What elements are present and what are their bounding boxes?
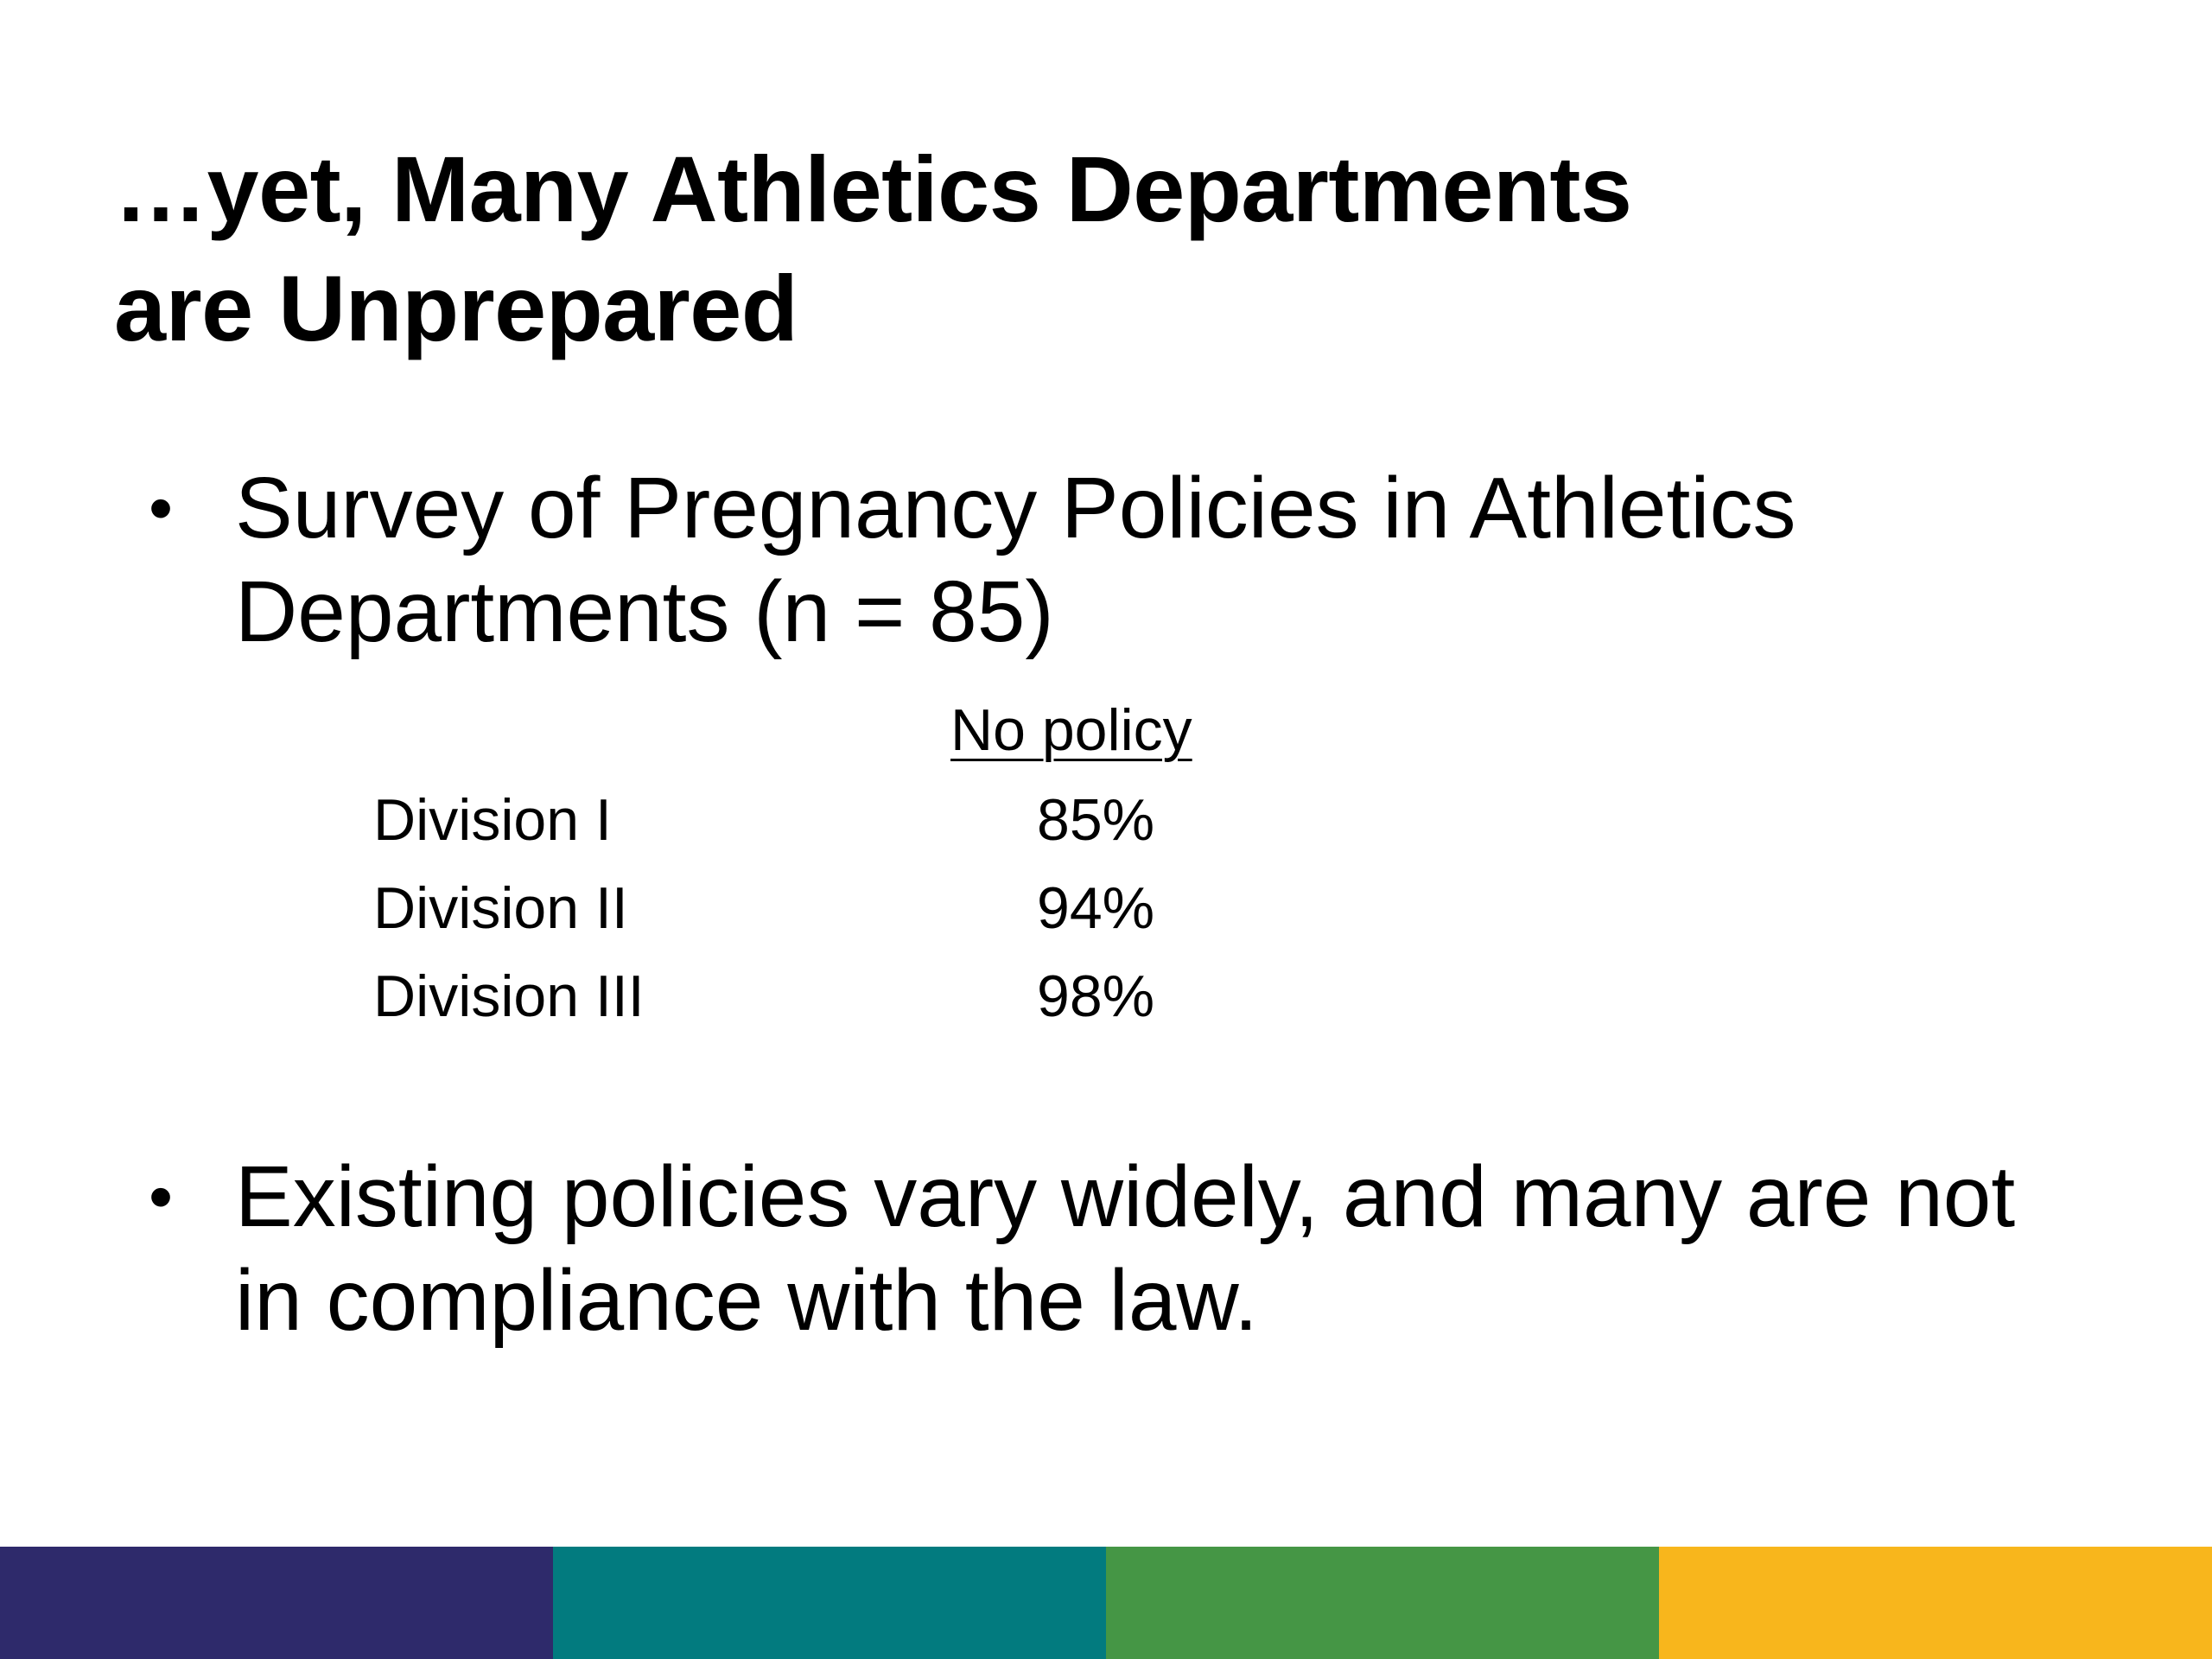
bullet-text-line-2: in compliance with the law. — [235, 1252, 1258, 1349]
table-row-value: 85% — [1037, 787, 1155, 853]
slide-title: …yet, Many Athletics Departments are Unp… — [114, 130, 2101, 368]
bullet-dot-icon: • — [149, 469, 174, 546]
footer-bar-segment-gold — [1659, 1547, 2212, 1659]
slide-title-line-2: are Unprepared — [114, 256, 798, 360]
footer-bar-segment-teal — [553, 1547, 1106, 1659]
footer-color-bar — [0, 1547, 2212, 1659]
table-row-label: Division I — [373, 787, 612, 853]
table-row: Division I 85% — [373, 776, 1324, 864]
table-row: Division III 98% — [373, 952, 1324, 1040]
table-row-label: Division II — [373, 875, 628, 941]
table-column-header: No policy — [950, 697, 1192, 763]
table-row-label: Division III — [373, 963, 645, 1029]
slide-title-line-1: …yet, Many Athletics Departments — [114, 137, 1632, 241]
table-row: Division II 94% — [373, 864, 1324, 952]
bullet-text-line-2: Departments (n = 85) — [235, 563, 1054, 660]
footer-bar-segment-navy — [0, 1547, 553, 1659]
footer-bar-segment-green — [1106, 1547, 1659, 1659]
bullet-text: Survey of Pregnancy Policies in Athletic… — [235, 456, 1796, 664]
bullet-dot-icon: • — [149, 1158, 174, 1235]
bullet-text-line-1: Existing policies vary widely, and many … — [235, 1148, 2016, 1245]
bullet-text-line-1: Survey of Pregnancy Policies in Athletic… — [235, 460, 1796, 556]
table-row-value: 94% — [1037, 875, 1155, 941]
bullet-text: Existing policies vary widely, and many … — [235, 1145, 2015, 1352]
table-row-value: 98% — [1037, 963, 1155, 1029]
